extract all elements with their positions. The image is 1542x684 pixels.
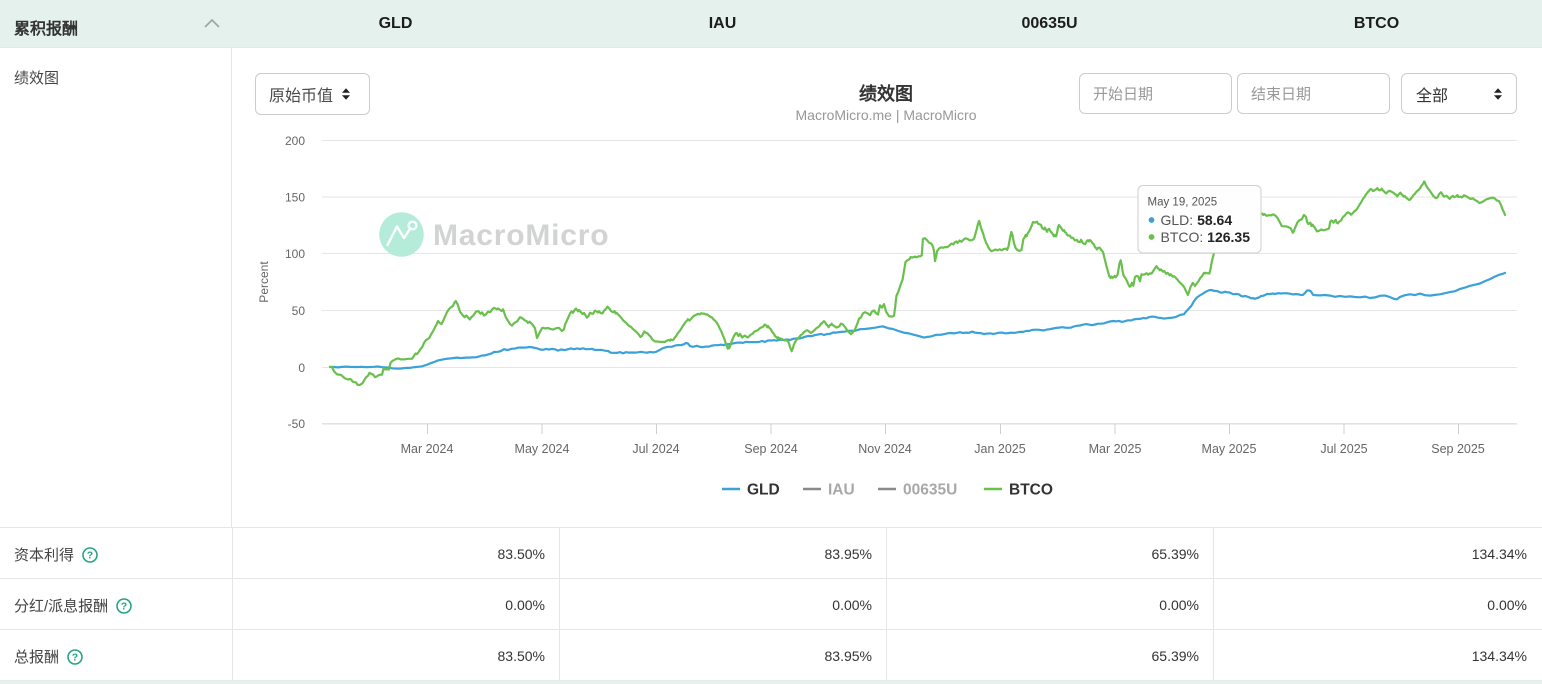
svg-text:BTCO: BTCO bbox=[1009, 482, 1053, 499]
svg-text:150: 150 bbox=[285, 191, 305, 205]
svg-text:GLD: 58.64: GLD: 58.64 bbox=[1161, 212, 1233, 228]
svg-text:GLD: GLD bbox=[747, 482, 780, 499]
svg-text:MacroMicro: MacroMicro bbox=[433, 219, 609, 252]
svg-text:Nov 2024: Nov 2024 bbox=[858, 442, 912, 456]
svg-text:Sep 2025: Sep 2025 bbox=[1431, 442, 1485, 456]
svg-text:200: 200 bbox=[285, 134, 305, 148]
svg-text:?: ? bbox=[87, 549, 93, 561]
svg-text:May 2025: May 2025 bbox=[1202, 442, 1257, 456]
svg-text:0: 0 bbox=[298, 361, 305, 375]
svg-text:Sep 2024: Sep 2024 bbox=[744, 442, 798, 456]
svg-text:50: 50 bbox=[292, 304, 306, 318]
svg-text:Percent: Percent bbox=[257, 261, 271, 303]
svg-text:BTCO: 126.35: BTCO: 126.35 bbox=[1161, 229, 1251, 245]
svg-text:-50: -50 bbox=[288, 417, 306, 431]
svg-text:?: ? bbox=[72, 651, 78, 663]
svg-text:Jul 2024: Jul 2024 bbox=[632, 442, 679, 456]
svg-text:Mar 2025: Mar 2025 bbox=[1089, 442, 1142, 456]
svg-text:Jul 2025: Jul 2025 bbox=[1320, 442, 1367, 456]
svg-text:IAU: IAU bbox=[828, 482, 855, 499]
svg-text:100: 100 bbox=[285, 247, 305, 261]
svg-text:00635U: 00635U bbox=[903, 482, 957, 499]
svg-text:Jan 2025: Jan 2025 bbox=[974, 442, 1025, 456]
svg-text:?: ? bbox=[121, 600, 127, 612]
svg-text:May 19, 2025: May 19, 2025 bbox=[1148, 197, 1218, 209]
svg-text:Mar 2024: Mar 2024 bbox=[401, 442, 454, 456]
svg-text:May 2024: May 2024 bbox=[515, 442, 570, 456]
